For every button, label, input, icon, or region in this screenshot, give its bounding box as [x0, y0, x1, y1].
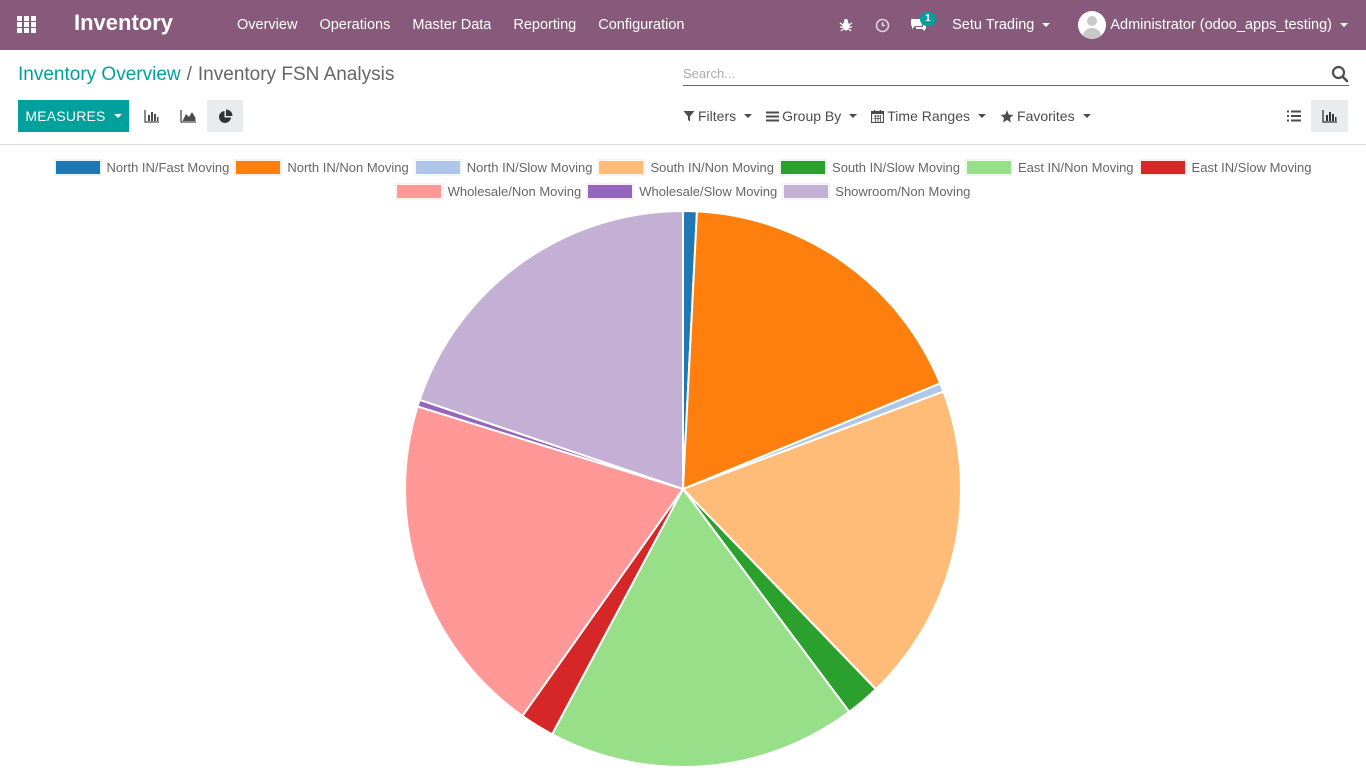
filter-icon: [683, 111, 695, 122]
legend-swatch: [1139, 160, 1186, 175]
list-icon: [1286, 110, 1301, 122]
top-navbar: Inventory Overview Operations Master Dat…: [0, 0, 1366, 50]
legend-item[interactable]: Showroom/Non Moving: [783, 184, 970, 199]
legend-label: North IN/Fast Moving: [106, 160, 230, 175]
legend-label: Showroom/Non Moving: [835, 184, 971, 199]
legend-swatch: [54, 160, 101, 175]
legend-label: South IN/Non Moving: [650, 160, 775, 175]
list-view-button[interactable]: [1275, 100, 1312, 132]
measures-button[interactable]: MEASURES: [18, 100, 129, 132]
legend-swatch: [395, 184, 442, 199]
menu-overview[interactable]: Overview: [237, 17, 298, 33]
avatar: [1078, 11, 1107, 39]
pie-chart-button[interactable]: [207, 100, 243, 132]
pie-chart-icon: [218, 109, 232, 123]
legend-item[interactable]: East IN/Non Moving: [965, 160, 1134, 175]
bar-chart-icon: [144, 110, 159, 123]
legend-label: North IN/Slow Moving: [466, 160, 593, 175]
apps-menu-icon[interactable]: [17, 16, 37, 34]
filters-label: Filters: [698, 108, 737, 124]
legend-label: East IN/Non Moving: [1017, 160, 1134, 175]
menu-configuration[interactable]: Configuration: [598, 17, 685, 33]
star-icon: [1000, 109, 1014, 122]
legend-swatch: [235, 160, 282, 175]
bar-chart-icon: [1321, 110, 1337, 123]
chevron-down-icon: [1340, 23, 1348, 27]
main-menu: Overview Operations Master Data Reportin…: [226, 0, 695, 50]
pie-slice[interactable]: [418, 209, 684, 491]
pie-slice[interactable]: [681, 210, 942, 491]
bars-icon: [766, 111, 780, 121]
legend-swatch: [598, 160, 645, 175]
breadcrumb-parent[interactable]: Inventory Overview: [18, 64, 181, 85]
legend-item[interactable]: Wholesale/Non Moving: [395, 184, 582, 199]
legend-item[interactable]: Wholesale/Slow Moving: [587, 184, 777, 199]
legend-label: North IN/Non Moving: [287, 160, 409, 175]
group-by-label: Group By: [782, 108, 842, 124]
measures-label: MEASURES: [25, 108, 106, 124]
legend-swatch: [783, 184, 830, 199]
time-ranges-dropdown[interactable]: Time Ranges: [871, 108, 987, 124]
pie-slice[interactable]: [681, 390, 962, 691]
search-options: Filters Group By Time Ranges Favorites: [683, 100, 1105, 132]
legend-item[interactable]: North IN/Slow Moving: [414, 160, 593, 175]
legend-swatch: [780, 160, 827, 175]
legend-label: East IN/Slow Moving: [1191, 160, 1312, 175]
breadcrumb: Inventory Overview / Inventory FSN Analysi…: [18, 64, 394, 86]
legend-label: Wholesale/Non Moving: [447, 184, 582, 199]
debug-bug-icon[interactable]: [828, 0, 864, 50]
menu-reporting[interactable]: Reporting: [513, 17, 577, 33]
company-name: Setu Trading: [952, 17, 1035, 33]
calendar-icon: [871, 109, 885, 123]
pie-slice[interactable]: [404, 405, 685, 718]
chart-legend-row-1: North IN/Fast Moving North IN/Non Moving…: [0, 160, 1366, 175]
menu-operations[interactable]: Operations: [319, 17, 391, 33]
legend-label: South IN/Slow Moving: [832, 160, 960, 175]
legend-item[interactable]: East IN/Slow Moving: [1139, 160, 1312, 175]
group-by-dropdown[interactable]: Group By: [766, 108, 858, 124]
search-icon[interactable]: [1331, 65, 1349, 83]
legend-item[interactable]: South IN/Slow Moving: [780, 160, 960, 175]
search-bar: [683, 62, 1349, 86]
chevron-down-icon: [1042, 23, 1051, 27]
graph-view-button[interactable]: [1311, 100, 1348, 132]
chevron-down-icon: [978, 114, 987, 118]
pie-slice[interactable]: [550, 487, 851, 768]
line-chart-button[interactable]: [170, 100, 206, 132]
page-title: Inventory FSN Analysis: [197, 64, 395, 85]
filters-dropdown[interactable]: Filters: [683, 108, 753, 124]
chevron-down-icon: [1082, 114, 1091, 118]
favorites-label: Favorites: [1017, 108, 1075, 124]
chart-legend-row-2: Wholesale/Non Moving Wholesale/Slow Movi…: [0, 184, 1366, 199]
legend-label: Wholesale/Slow Moving: [639, 184, 778, 199]
activity-clock-icon[interactable]: [864, 0, 900, 50]
chevron-down-icon: [849, 114, 858, 118]
messages-icon[interactable]: 1: [900, 0, 936, 50]
legend-swatch: [414, 160, 461, 175]
chevron-down-icon: [744, 114, 753, 118]
menu-master-data[interactable]: Master Data: [412, 17, 492, 33]
company-switcher[interactable]: Setu Trading: [936, 17, 1064, 33]
systray: 1 Setu Trading Administrator (odoo_apps_…: [828, 0, 1366, 50]
bar-chart-button[interactable]: [134, 100, 170, 132]
control-panel-divider: [0, 144, 1366, 145]
legend-swatch: [965, 160, 1012, 175]
favorites-dropdown[interactable]: Favorites: [1000, 108, 1091, 124]
user-menu[interactable]: Administrator (odoo_apps_testing): [1064, 11, 1366, 39]
user-name: Administrator (odoo_apps_testing): [1110, 17, 1332, 33]
search-input[interactable]: [683, 62, 1303, 84]
legend-swatch: [587, 184, 634, 199]
legend-item[interactable]: South IN/Non Moving: [598, 160, 774, 175]
messages-badge: 1: [920, 12, 936, 26]
legend-item[interactable]: North IN/Fast Moving: [54, 160, 230, 175]
area-chart-icon: [179, 110, 196, 123]
legend-item[interactable]: North IN/Non Moving: [235, 160, 409, 175]
app-brand[interactable]: Inventory: [74, 10, 174, 35]
time-ranges-label: Time Ranges: [887, 108, 971, 124]
breadcrumb-separator: /: [186, 64, 192, 85]
chevron-down-icon: [113, 114, 122, 118]
